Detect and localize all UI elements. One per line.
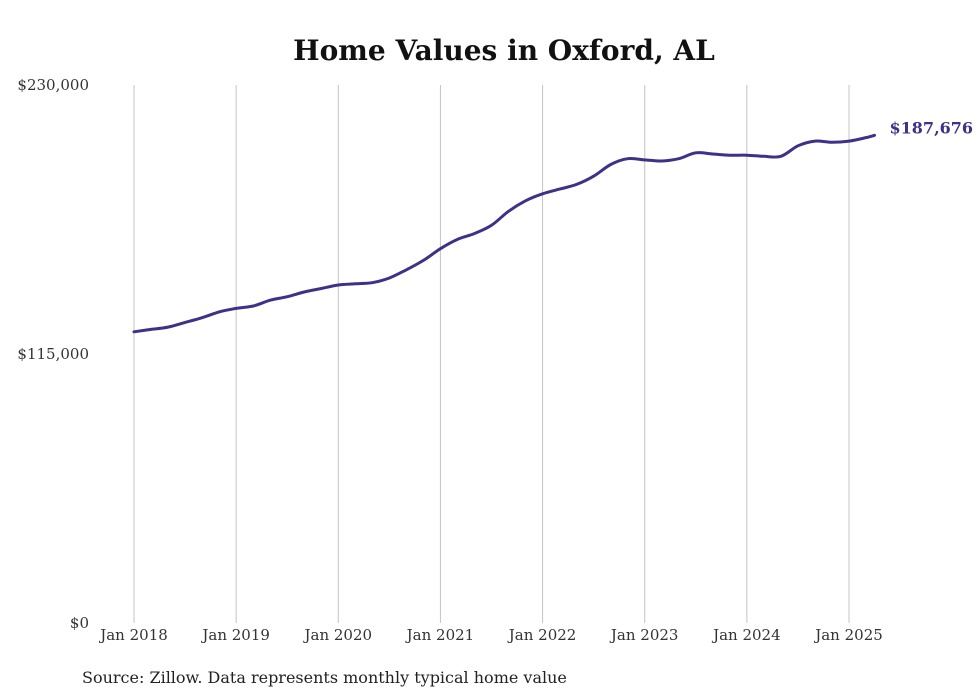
x-tick-label: Jan 2019 [200,626,270,644]
x-tick-label: Jan 2025 [813,626,883,644]
y-tick-label: $115,000 [17,345,89,363]
x-tick-label: Jan 2023 [609,626,679,644]
gridlines [133,85,850,623]
y-axis-ticks: $0 $115,000 $230,000 [17,76,89,632]
chart-title: Home Values in Oxford, AL [293,34,715,67]
x-tick-label: Jan 2022 [507,626,577,644]
y-tick-label: $230,000 [17,76,89,94]
end-value-label: $187,676 [890,118,974,137]
x-tick-label: Jan 2021 [405,626,475,644]
y-tick-label: $0 [70,614,89,632]
x-tick-label: Jan 2020 [303,626,373,644]
x-tick-label: Jan 2018 [98,626,168,644]
x-tick-label: Jan 2024 [711,626,781,644]
x-axis-ticks: Jan 2018 Jan 2019 Jan 2020 Jan 2021 Jan 2022… [98,626,883,644]
series-line [132,133,876,334]
source-note: Source: Zillow. Data represents monthly … [82,668,567,687]
